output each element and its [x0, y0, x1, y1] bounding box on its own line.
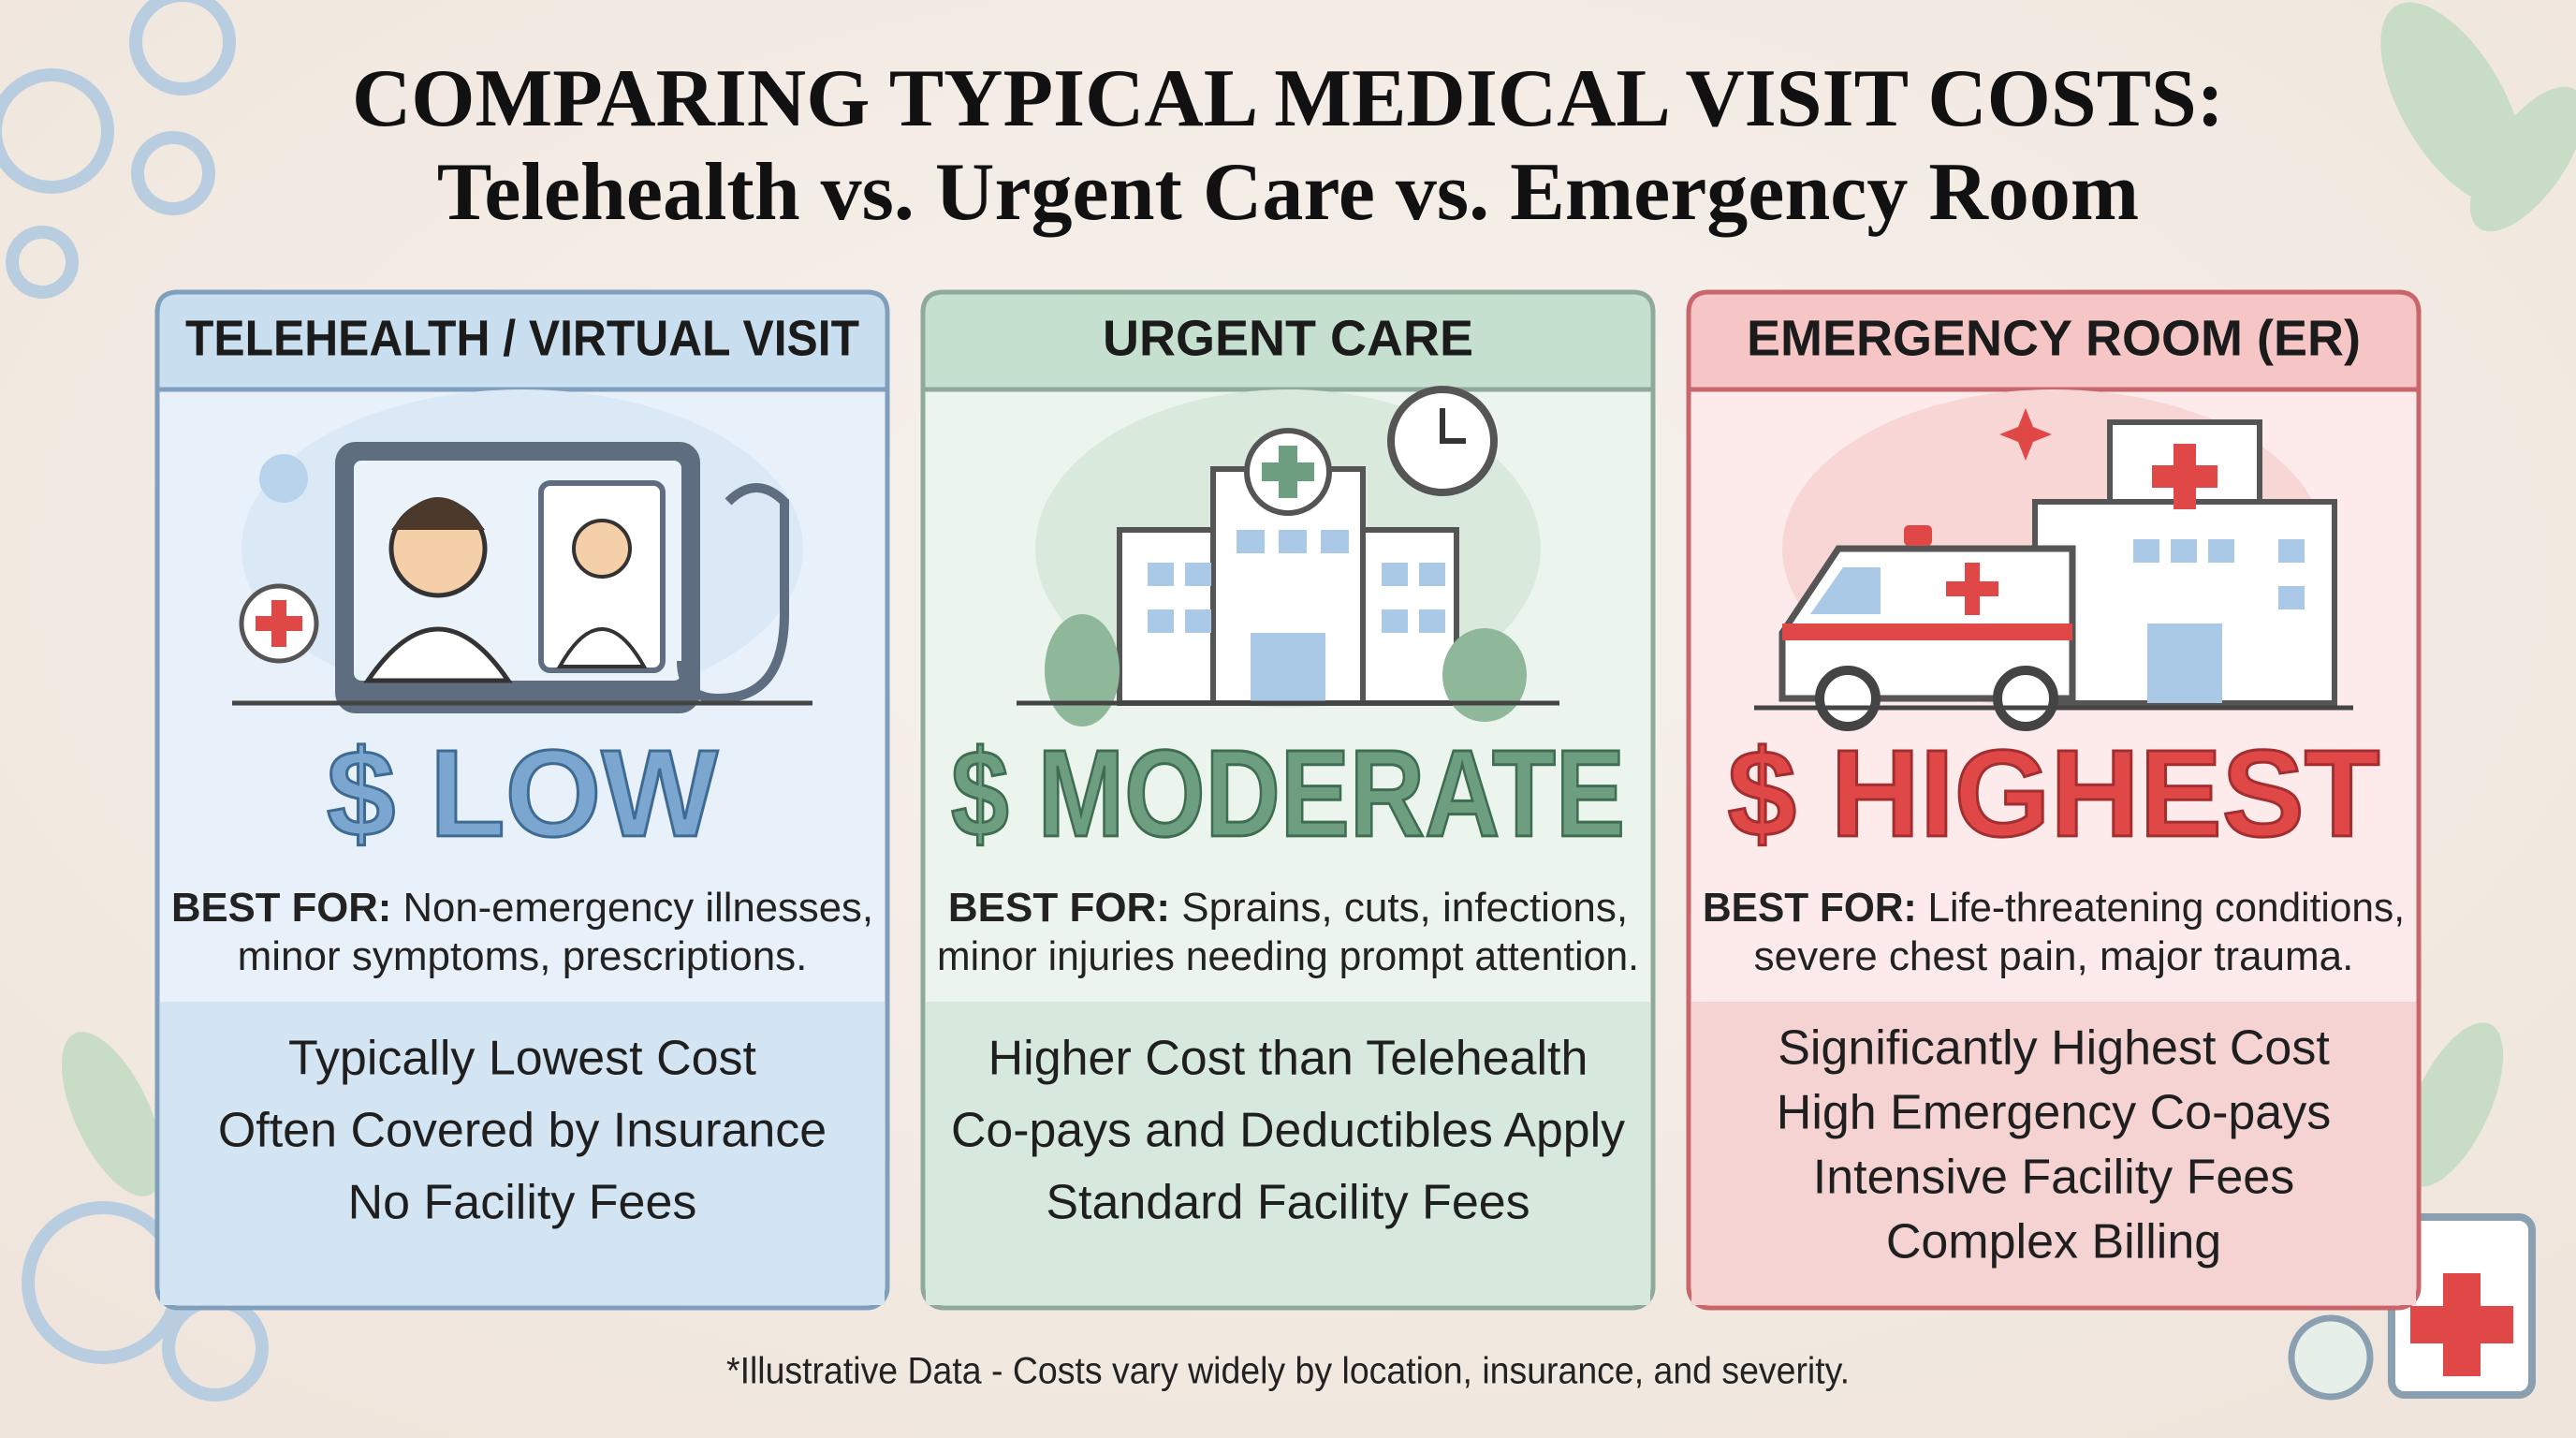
best-for-text: minor symptoms, prescriptions. [238, 933, 808, 979]
illustration-shape [1045, 614, 1120, 726]
illustration-shape [677, 483, 789, 704]
illustration-shape [1185, 563, 1211, 586]
detail-line: Significantly Highest Cost [1778, 1021, 2330, 1076]
illustration-shape [2278, 586, 2305, 609]
title: COMPARING TYPICAL MEDICAL VISIT COSTS: [352, 53, 2224, 144]
footnote: *Illustrative Data - Costs vary widely b… [726, 1351, 1850, 1392]
card-header: TELEHEALTH / VIRTUAL VISIT [185, 310, 859, 366]
card: URGENT CARE $ MODERATE BEST FOR: Sprains,… [920, 289, 1656, 1311]
subtitle: Telehealth vs. Urgent Care vs. Emergency… [437, 147, 2139, 238]
illustration-shape [1148, 530, 1445, 703]
illustration-shape [2133, 539, 2305, 703]
best-for-text: severe chest pain, major trauma. [1754, 933, 2354, 979]
detail-line: Typically Lowest Cost [288, 1032, 757, 1086]
card: TELEHEALTH / VIRTUAL VISIT $ LOW BEST FOR… [154, 289, 890, 1311]
best-for-label: BEST FOR: [171, 885, 391, 931]
illustration-shape [1251, 633, 1325, 703]
detail-line: Complex Billing [1886, 1215, 2221, 1269]
detail-line: No Facility Fees [348, 1176, 697, 1230]
card-header-bg [154, 289, 890, 392]
illustration [1754, 389, 2353, 731]
illustration-shape [1442, 628, 1527, 722]
illustration [1017, 386, 1559, 726]
illustration-shape [556, 627, 648, 668]
illustration-shape [391, 497, 485, 530]
illustration-shape [1148, 563, 1174, 586]
best-for-line: BEST FOR: Life-threatening conditions, [1703, 885, 2405, 931]
illustration-shape [1419, 609, 1445, 633]
detail-line: Standard Facility Fees [1046, 1176, 1530, 1230]
illustration-shape [1993, 666, 2058, 731]
illustration-shape [1237, 530, 1265, 553]
illustration-shape [256, 616, 302, 631]
illustration-shape [363, 626, 513, 683]
illustration-shape [1440, 408, 1466, 444]
illustration-shape [1279, 530, 1307, 553]
card-lower [160, 1002, 885, 1305]
best-for-label: BEST FOR: [1703, 885, 1917, 931]
card-lower [1691, 1002, 2416, 1305]
illustration-shape [1382, 609, 1408, 633]
illustration-shape [1321, 530, 1349, 553]
illustration [232, 389, 812, 713]
illustration-shape [1148, 609, 1174, 633]
illustration-shape [1999, 408, 2052, 461]
illustration-shape [1904, 525, 1932, 546]
best-for-text: Sprains, cuts, infections, [1181, 885, 1628, 931]
detail-line: Higher Cost than Telehealth [988, 1032, 1588, 1086]
detail-line: High Emergency Co-pays [1777, 1086, 2331, 1140]
best-for-text: minor injuries needing prompt attention. [937, 933, 1639, 979]
card-header: EMERGENCY ROOM (ER) [1747, 310, 2361, 366]
card-header: URGENT CARE [1103, 310, 1473, 366]
detail-line: Co-pays and Deductibles Apply [951, 1104, 1625, 1158]
cost-level: $ HIGHEST [1728, 725, 2380, 862]
illustration-shape [2147, 624, 2222, 703]
illustration-shape [2171, 539, 2197, 563]
illustration-shape [2133, 539, 2159, 563]
illustration-shape [1946, 581, 1998, 596]
best-for-label: BEST FOR: [948, 885, 1170, 931]
best-for-text: Non-emergency illnesses, [403, 885, 873, 931]
card: EMERGENCY ROOM (ER) $ HIGHEST BEST FOR: L… [1686, 289, 2422, 1311]
illustration-shape [1419, 563, 1445, 586]
illustration-shape [1782, 624, 2072, 640]
best-for-text: Life-threatening conditions, [1927, 885, 2405, 931]
illustration-shape [2278, 539, 2305, 563]
best-for-line: severe chest pain, major trauma. [1754, 933, 2354, 979]
best-for-line: minor symptoms, prescriptions. [238, 933, 808, 979]
detail-line: Intensive Facility Fees [1813, 1151, 2294, 1205]
illustration-shape [1185, 609, 1211, 633]
illustration-shape [1810, 567, 1881, 614]
illustration-shape [259, 454, 308, 503]
cards: TELEHEALTH / VIRTUAL VISIT $ LOW BEST FOR… [154, 289, 2422, 1311]
card-header-bg [920, 289, 1656, 392]
decor-clipboard [2288, 1213, 2536, 1401]
illustration-shape [2208, 539, 2234, 563]
decor-leaves [61, 2, 2576, 1196]
illustration-shape [2152, 465, 2217, 488]
illustration-shape [572, 519, 632, 579]
card-lower [926, 1002, 1650, 1305]
best-for-line: BEST FOR: Sprains, cuts, infections, [948, 885, 1628, 931]
illustration-shape [1815, 666, 1881, 731]
card-header-bg [1686, 289, 2422, 392]
cost-level: $ LOW [327, 725, 718, 862]
illustration-shape [1382, 563, 1408, 586]
cost-level: $ MODERATE [951, 725, 1625, 862]
best-for-line: BEST FOR: Non-emergency illnesses, [171, 885, 873, 931]
illustration-shape [1262, 462, 1314, 481]
detail-line: Often Covered by Insurance [218, 1104, 827, 1158]
best-for-line: minor injuries needing prompt attention. [937, 933, 1639, 979]
